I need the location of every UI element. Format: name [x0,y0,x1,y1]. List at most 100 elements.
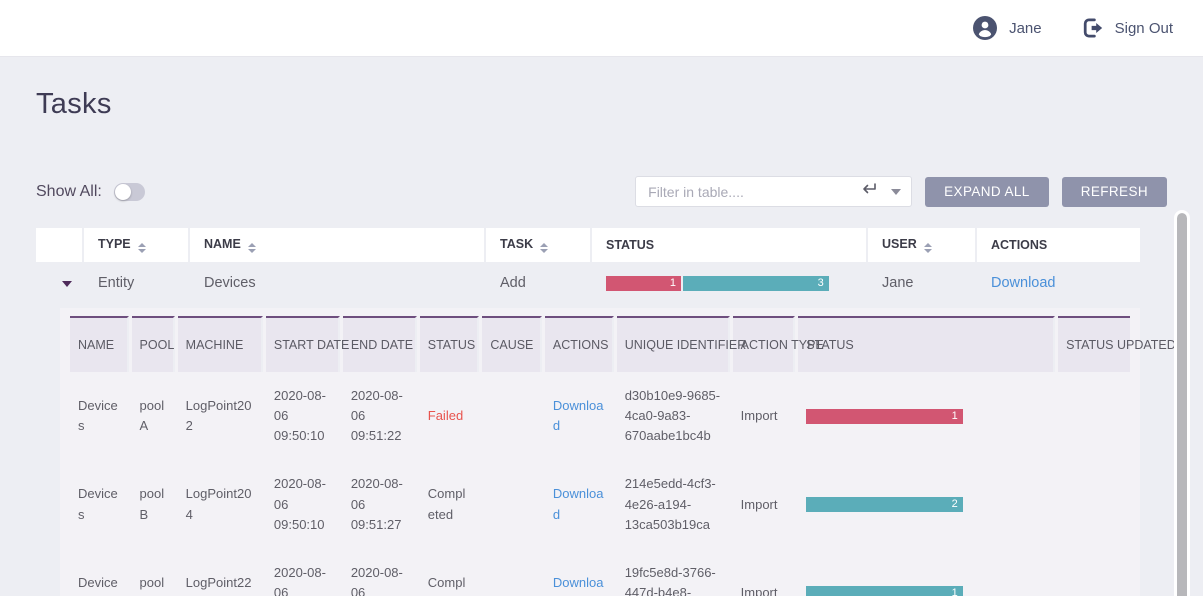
sub-end-date: 2020-08-06 09:51:27 [350,564,403,596]
subtask-row: Devices poolA LogPoint202 2020-08-06 09:… [70,372,1130,460]
sub-uuid: 19fc5e8d-3766-447d-b4e8-5ec6209938ac [624,564,716,596]
filter-dropdown-icon[interactable] [891,188,902,195]
expand-all-button[interactable]: EXPAND ALL [925,176,1049,207]
sign-out-icon [1082,17,1104,39]
header-status: STATUS [592,228,868,262]
show-all-control: Show All: [36,182,145,201]
sort-icon [137,243,146,253]
sort-icon [247,243,256,253]
sub-status-updated [1058,460,1130,548]
task-detail-panel: NAME POOL MACHINE START DATE END DATE ST… [60,308,1176,596]
sub-header-cause: CAUSE [482,316,542,372]
filter-input[interactable] [648,183,861,200]
sub-uuid: 214e5edd-4cf3-4e26-a194-13ca503b19ca [624,476,716,532]
user-chip[interactable]: Jane [972,15,1042,41]
show-all-toggle[interactable] [113,182,145,201]
task-row: Entity Devices Add 1 3 Jane Download [36,262,1140,304]
sub-start-date: 2020-08-06 09:50:10 [273,476,326,532]
sub-status-updated [1058,372,1130,460]
failed-segment: 1 [606,275,682,291]
sub-header-actions: ACTIONS [544,316,614,372]
sub-header-end-date: END DATE [342,316,417,372]
toolbar: Show All: EXPAND ALL REF [36,176,1167,207]
task-user: Jane [882,275,914,291]
sub-action-type: Import [740,584,778,596]
sign-out-label: Sign Out [1114,19,1173,37]
sub-status-bar: 1 [806,585,963,596]
sign-out-button[interactable]: Sign Out [1082,17,1173,39]
refresh-button[interactable]: REFRESH [1061,176,1167,207]
header-name[interactable]: NAME [190,228,486,262]
sub-action-type: Import [740,408,778,424]
task-download-link[interactable]: Download [991,275,1056,291]
sub-action-type: Import [740,496,778,512]
tasks-table-header-row: TYPE NAME TASK STATUS USER ACTIONS [36,228,1140,262]
sub-header-status: STATUS [419,316,480,372]
subtasks-table: NAME POOL MACHINE START DATE END DATE ST… [67,316,1176,596]
sub-header-status-updated: STATUS UPDATED [1058,316,1176,372]
sub-name: Devices [78,486,118,522]
sub-machine: LogPoint202 [185,398,252,434]
sub-start-date: 2020-08-06 09:50:10 [273,564,326,596]
sub-pool: poolB [139,486,165,522]
sub-header-start-date: START DATE [265,316,349,372]
sub-start-date: 2020-08-06 09:50:10 [273,388,326,444]
enter-icon [860,182,877,201]
sub-cause [482,460,542,548]
sub-pool: poolA [139,398,165,434]
sub-name: Devices [78,574,118,596]
toggle-knob [114,183,131,200]
filter-box [635,176,913,207]
tasks-table: TYPE NAME TASK STATUS USER ACTIONS Entit… [36,228,1176,596]
toolbar-right: EXPAND ALL REFRESH [635,176,1167,207]
subtask-row: Devices poolB LogPoint220 2020-08-06 09:… [70,549,1130,596]
sub-status: Completed [427,486,466,522]
sub-cause [482,372,542,460]
sub-machine: LogPoint204 [185,486,252,522]
sub-pool: poolB [139,574,165,596]
top-bar: Jane Sign Out [0,0,1203,57]
sub-uuid: d30b10e9-9685-4ca0-9a83-670aabe1bc4b [624,388,721,444]
sub-download-link[interactable]: Download [552,574,604,596]
page-scrollbar[interactable] [1174,210,1190,596]
task-detail-row: NAME POOL MACHINE START DATE END DATE ST… [36,304,1176,596]
sub-header-action-type: ACTION TYPE [732,316,824,372]
sub-status-updated [1058,549,1130,596]
page-title: Tasks [36,88,112,120]
sort-icon [540,243,549,253]
user-avatar-icon [972,15,998,41]
task-action: Add [500,275,526,291]
sub-status-bar: 1 [806,408,963,424]
header-expander [36,228,84,262]
user-name: Jane [1009,19,1042,37]
sub-end-date: 2020-08-06 09:51:22 [350,388,403,444]
sort-icon [923,243,932,253]
sub-status-bar: 2 [806,497,963,513]
header-type[interactable]: TYPE [84,228,190,262]
header-task[interactable]: TASK [486,228,592,262]
subtasks-header-row: NAME POOL MACHINE START DATE END DATE ST… [70,316,1176,372]
sub-status: Failed [427,408,464,424]
sub-cause [482,549,542,596]
sub-header-name: NAME [70,316,129,372]
sub-status: Completed [427,574,466,596]
completed-segment: 3 [683,275,829,291]
show-all-label: Show All: [36,182,102,200]
sub-name: Devices [78,398,118,434]
task-type: Entity [98,275,135,291]
task-status-bar: 1 3 [606,275,829,291]
sub-header-machine: MACHINE [177,316,263,372]
task-name: Devices [204,275,256,291]
subtask-row: Devices poolB LogPoint204 2020-08-06 09:… [70,460,1130,548]
collapse-row-icon[interactable] [62,281,72,287]
header-user[interactable]: USER [868,228,977,262]
sub-machine: LogPoint220 [185,574,252,596]
sub-header-pool: POOL [131,316,175,372]
sub-download-link[interactable]: Download [552,486,604,522]
sub-header-status-bar: STATUS [798,316,1056,372]
sub-download-link[interactable]: Download [552,398,604,434]
sub-end-date: 2020-08-06 09:51:27 [350,476,403,532]
sub-header-unique-identifier: UNIQUE IDENTIFIER [616,316,746,372]
header-actions: ACTIONS [977,228,1140,262]
